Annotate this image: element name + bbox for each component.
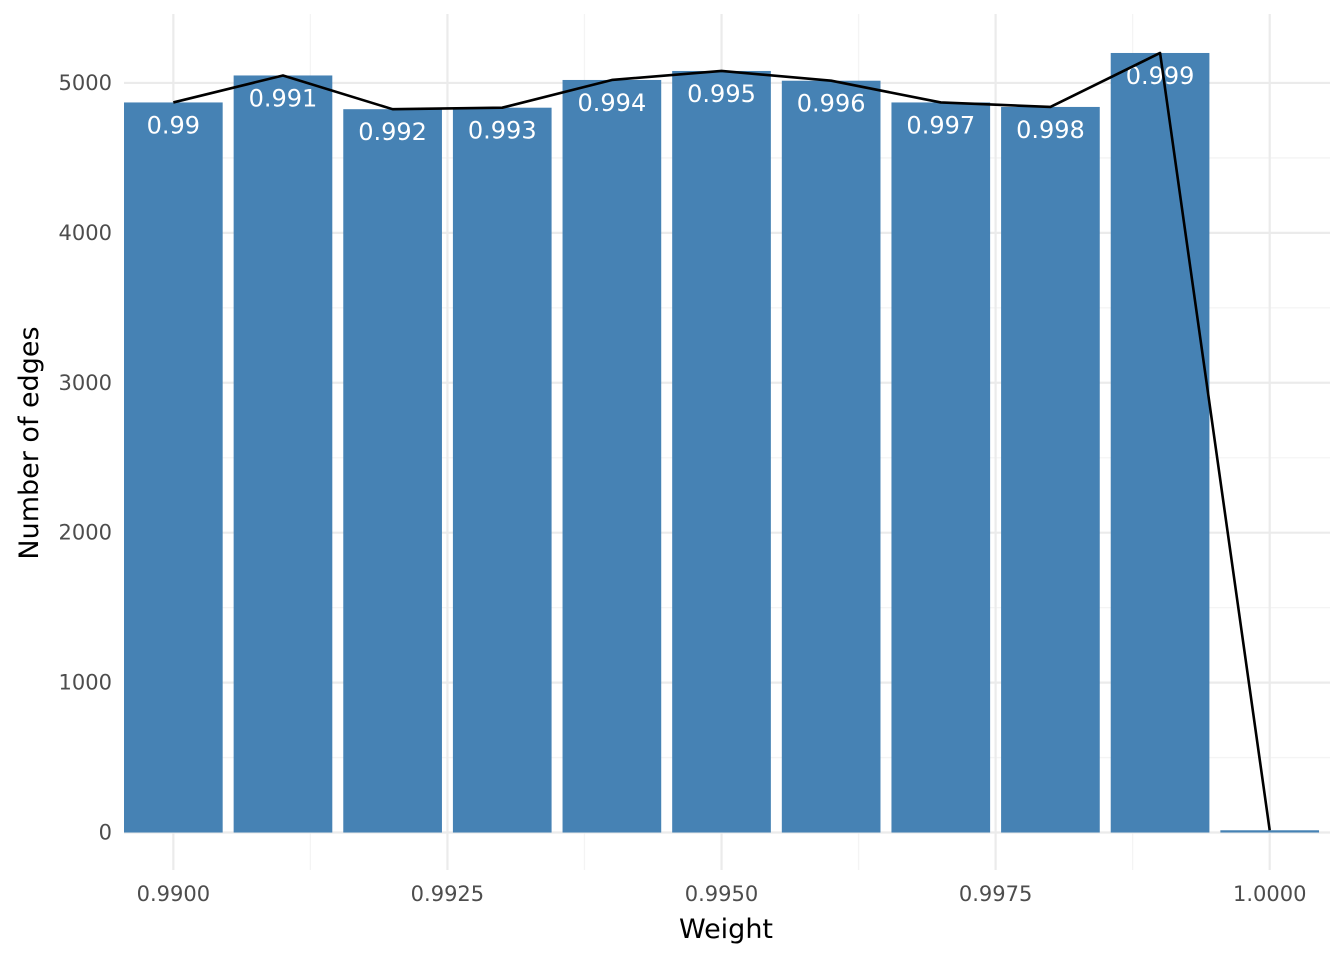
bar-label-8: 0.998 — [1016, 116, 1085, 144]
x-axis-title: Weight — [679, 914, 773, 945]
y-tick-label: 2000 — [59, 521, 112, 545]
x-tick-label: 0.9925 — [411, 882, 484, 906]
bar-10 — [1220, 830, 1320, 833]
bar-2 — [343, 109, 442, 833]
y-tick-label: 0 — [99, 821, 112, 845]
y-tick-label: 5000 — [59, 71, 112, 95]
bar-label-9: 0.999 — [1126, 62, 1195, 90]
bar-label-6: 0.996 — [797, 90, 866, 118]
bar-5 — [672, 70, 771, 833]
y-tick-label: 1000 — [59, 671, 112, 695]
y-tick-labels: 0 1000 2000 3000 4000 5000 — [59, 71, 112, 845]
x-tick-label: 1.0000 — [1233, 882, 1306, 906]
x-tick-label: 0.9950 — [685, 882, 758, 906]
y-axis-title: Number of edges — [14, 326, 45, 559]
bar-label-4: 0.994 — [578, 89, 647, 117]
x-tick-label: 0.9975 — [959, 882, 1032, 906]
bars — [124, 52, 1320, 833]
bar-9 — [1110, 52, 1210, 833]
y-tick-label: 3000 — [59, 371, 112, 395]
bar-labels: 0.99 0.991 0.992 0.993 0.994 0.995 0.996 0.997 0… — [147, 62, 1195, 146]
bar-label-7: 0.997 — [906, 111, 975, 139]
bar-label-1: 0.991 — [249, 84, 318, 112]
bar-0 — [124, 102, 223, 833]
y-tick-label: 4000 — [59, 221, 112, 245]
x-tick-labels: 0.9900 0.9925 0.9950 0.9975 1.0000 — [137, 882, 1307, 906]
bar-label-2: 0.992 — [358, 118, 427, 146]
x-tick-label: 0.9900 — [137, 882, 210, 906]
bar-8 — [1001, 106, 1100, 833]
bar-4 — [562, 79, 662, 833]
bar-6 — [781, 80, 881, 833]
bar-label-5: 0.995 — [687, 80, 756, 108]
bar-7 — [891, 102, 991, 833]
trend-line — [173, 51, 1271, 831]
bar-3 — [452, 107, 552, 833]
bar-1 — [233, 75, 333, 833]
bar-label-0: 0.99 — [147, 111, 200, 139]
bar-label-3: 0.993 — [468, 117, 537, 145]
